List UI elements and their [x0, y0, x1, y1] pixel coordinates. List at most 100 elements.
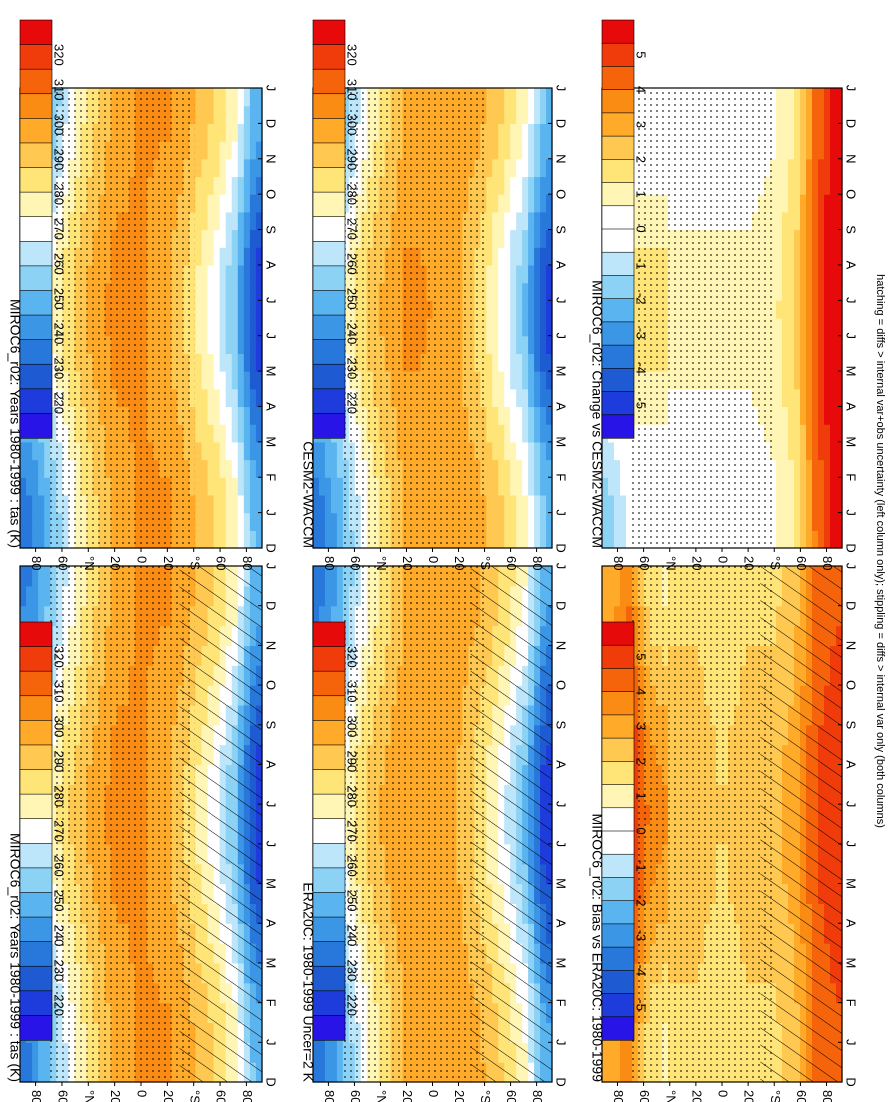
heatmap-cell [516, 353, 523, 372]
heatmap-cell [492, 406, 499, 425]
heatmap-cell [213, 318, 221, 337]
heatmap-cell [528, 123, 535, 142]
heatmap-cell [213, 353, 221, 372]
heatmap-cell [225, 424, 233, 443]
heatmap-cell [528, 371, 535, 390]
heatmap-cell [225, 371, 233, 390]
heatmap-cell [504, 264, 511, 284]
heatmap-cell [26, 566, 33, 587]
heatmap-cell [528, 264, 535, 284]
heatmap-cell [546, 105, 553, 124]
heatmap-cell [44, 585, 51, 607]
heatmap-cell [516, 123, 523, 142]
heatmap-cell [207, 353, 215, 372]
heatmap-cell [249, 459, 257, 478]
heatmap-cell [510, 141, 517, 160]
heatmap-cell [540, 211, 547, 231]
heatmap-cell [510, 424, 517, 443]
y-tick-label: 20 [108, 556, 123, 570]
heatmap-cell [492, 264, 499, 284]
heatmap-cell [231, 247, 239, 266]
heatmap-cell [237, 424, 245, 443]
heatmap-cell [243, 211, 251, 231]
heatmap-cell [546, 459, 553, 478]
y-tick-label: 20 [452, 1090, 467, 1102]
heatmap-cell [255, 247, 263, 266]
x-tick-label: S [554, 720, 569, 729]
x-tick-label: M [554, 366, 569, 377]
heatmap-cell [207, 105, 215, 124]
heatmap-cell [249, 318, 257, 337]
heatmap-cell [231, 353, 239, 372]
heatmap-cell [522, 123, 529, 142]
heatmap-cell [318, 566, 326, 587]
heatmap-cell [492, 229, 499, 248]
heatmap-cell [26, 1062, 33, 1083]
heatmap-cell [249, 530, 257, 549]
heatmap-cell [249, 335, 257, 354]
y-tick-label: 60 [214, 1090, 229, 1102]
heatmap-cell [20, 441, 27, 461]
heatmap-cell [516, 88, 523, 107]
heatmap-cell [249, 211, 257, 231]
heatmap-cell [516, 494, 523, 514]
heatmap-cell [516, 459, 523, 478]
heatmap-cell [498, 406, 505, 425]
heatmap-cell [313, 585, 320, 607]
heatmap-cell [546, 371, 553, 390]
heatmap-cell [201, 353, 209, 372]
heatmap-cell [602, 1042, 609, 1063]
heatmap-cell [540, 141, 547, 160]
heatmap-cell [516, 176, 523, 195]
heatmap-cell [540, 530, 547, 549]
x-tick-label: N [554, 641, 569, 650]
heatmap-cell [534, 88, 541, 107]
heatmap-cell [330, 605, 338, 627]
heatmap-cell [498, 353, 505, 372]
heatmap-cell [38, 530, 45, 549]
heatmap-cell [243, 441, 251, 461]
heatmap-cell [626, 566, 633, 587]
heatmap-cell [522, 388, 529, 408]
heatmap-cell [504, 300, 511, 319]
heatmap-cell [44, 512, 51, 531]
heatmap-cell [195, 318, 203, 337]
heatmap-cell [201, 388, 209, 408]
heatmap-cell [213, 459, 221, 478]
heatmap-cell [44, 530, 51, 549]
heatmap-cell [540, 123, 547, 142]
heatmap-cell [510, 512, 517, 531]
heatmap-cell [225, 247, 233, 266]
heatmap-cell [546, 494, 553, 514]
heatmap-cell [510, 318, 517, 337]
heatmap-cell [219, 477, 227, 496]
heatmap-cell [38, 477, 45, 496]
heatmap-cell [219, 194, 227, 213]
heatmap-cell [249, 247, 257, 266]
heatmap-cell [522, 141, 529, 160]
x-tick-label: J [554, 841, 569, 848]
heatmap-cell [231, 88, 239, 107]
heatmap-cell [608, 1042, 615, 1063]
heatmap-cell [313, 494, 320, 514]
heatmap-cell [324, 605, 332, 627]
x-tick-label: S [554, 225, 569, 234]
heatmap-cell [510, 406, 517, 425]
heatmap-cell [522, 158, 529, 178]
heatmap-cell [528, 494, 535, 514]
x-tick-label: J [554, 801, 569, 808]
stippling-overlay [341, 566, 486, 1082]
heatmap-cell [255, 459, 263, 478]
heatmap-cell [516, 247, 523, 266]
heatmap-cell [504, 494, 511, 514]
heatmap-cell [313, 1062, 320, 1083]
heatmap-cell [540, 459, 547, 478]
heatmap-cell [546, 388, 553, 408]
x-tick-label: O [554, 189, 569, 199]
heatmap-cell [255, 88, 263, 107]
heatmap-cell [492, 247, 499, 266]
heatmap-cell [522, 264, 529, 284]
x-tick-label: S [264, 225, 279, 234]
heatmap-cell [255, 264, 263, 284]
heatmap-cell [492, 353, 499, 372]
